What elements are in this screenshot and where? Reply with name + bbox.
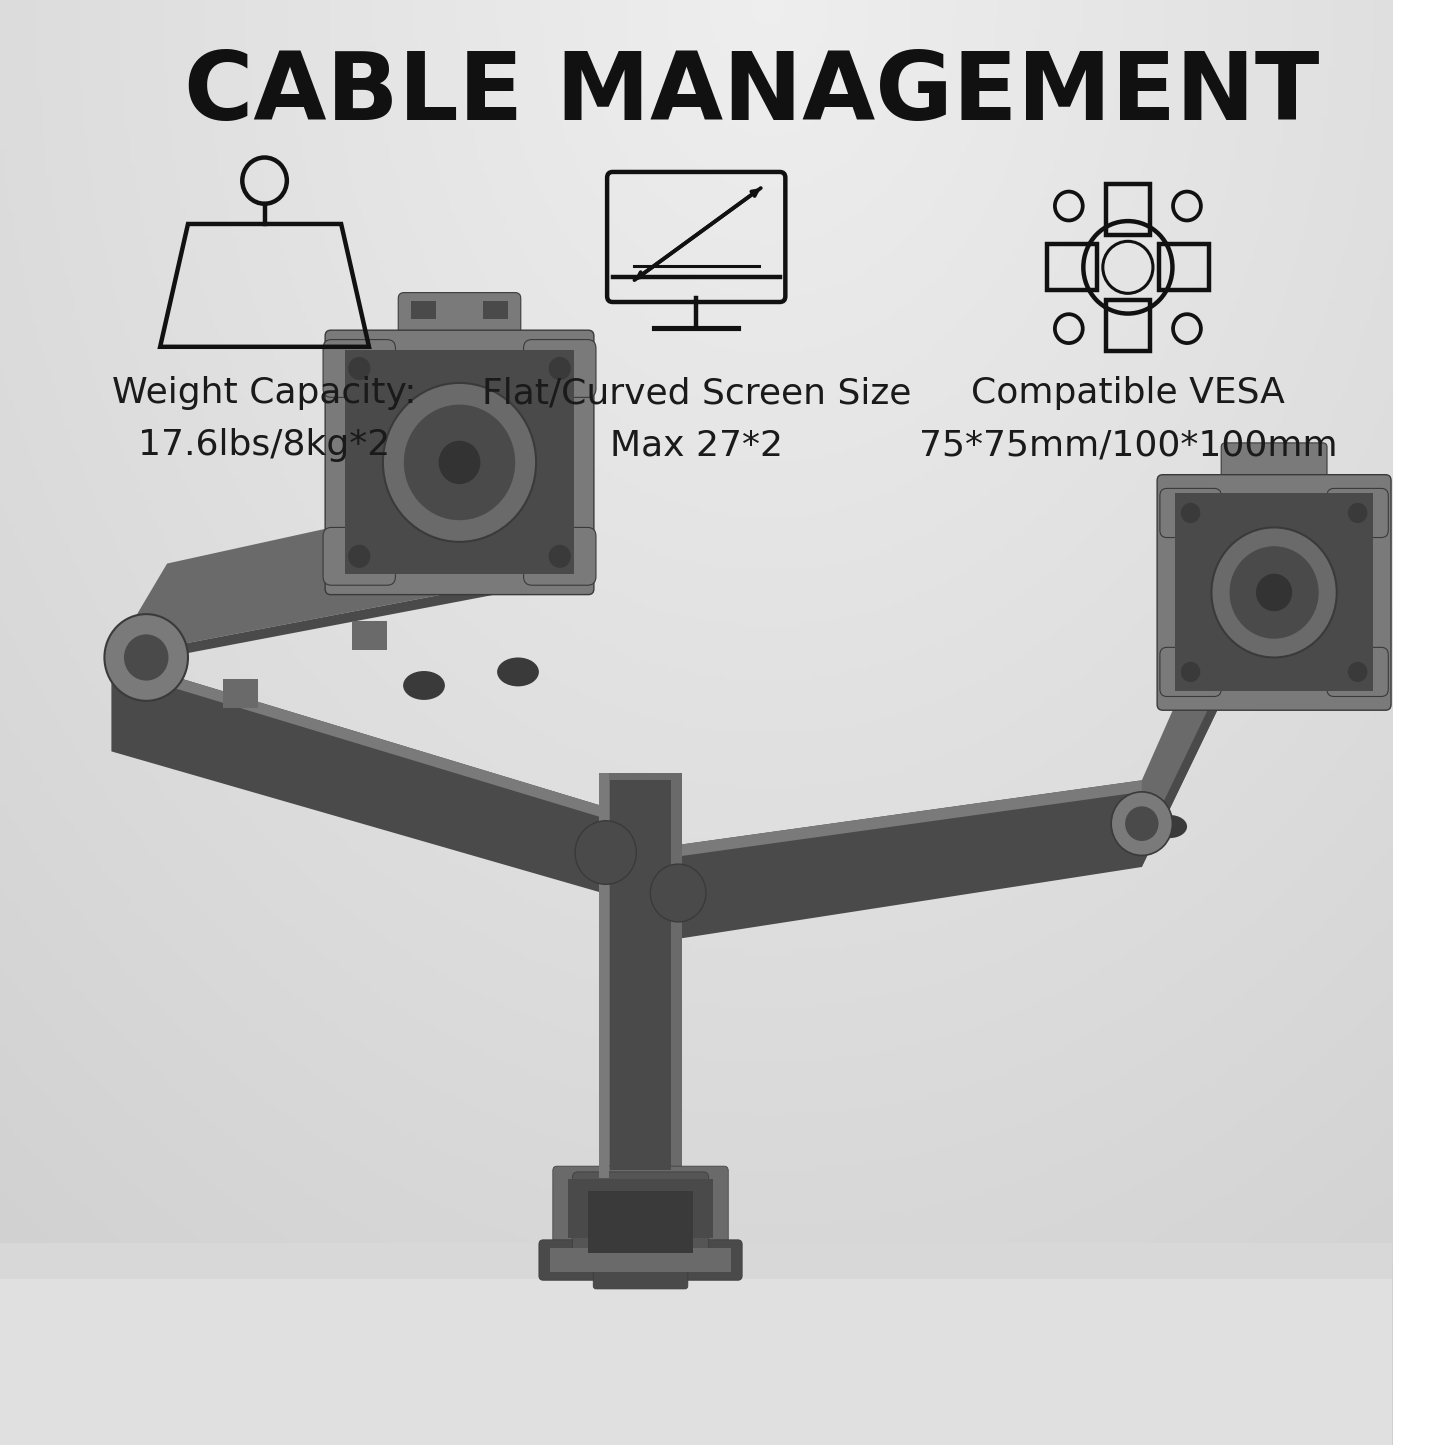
FancyBboxPatch shape: [1157, 474, 1392, 711]
Bar: [483, 302, 509, 319]
Circle shape: [549, 545, 571, 568]
Circle shape: [403, 405, 516, 520]
FancyBboxPatch shape: [399, 292, 520, 344]
FancyBboxPatch shape: [523, 340, 595, 397]
Circle shape: [650, 864, 707, 922]
Text: 75*75mm/100*100mm: 75*75mm/100*100mm: [919, 428, 1337, 462]
Bar: [410, 302, 436, 319]
Text: 17.6lbs/8kg*2: 17.6lbs/8kg*2: [139, 428, 390, 462]
Circle shape: [575, 821, 636, 884]
Circle shape: [1181, 662, 1201, 682]
Text: Flat/Curved Screen Size: Flat/Curved Screen Size: [481, 376, 910, 410]
Bar: [598, 773, 608, 1178]
Circle shape: [383, 383, 536, 542]
Bar: [223, 679, 259, 708]
FancyBboxPatch shape: [1327, 647, 1389, 696]
FancyBboxPatch shape: [1221, 444, 1327, 488]
Polygon shape: [1142, 607, 1218, 867]
FancyBboxPatch shape: [523, 527, 595, 585]
FancyBboxPatch shape: [539, 1240, 743, 1280]
FancyBboxPatch shape: [1160, 488, 1221, 538]
FancyBboxPatch shape: [324, 527, 396, 585]
Bar: [588, 1191, 694, 1253]
Circle shape: [1256, 574, 1292, 611]
Bar: [610, 780, 670, 1170]
Polygon shape: [111, 657, 613, 821]
Circle shape: [1111, 792, 1172, 855]
Text: CABLE MANAGEMENT: CABLE MANAGEMENT: [185, 48, 1319, 140]
Ellipse shape: [497, 657, 539, 686]
Polygon shape: [111, 484, 529, 657]
FancyBboxPatch shape: [572, 1172, 708, 1263]
Circle shape: [1211, 527, 1337, 657]
Ellipse shape: [1152, 815, 1188, 838]
Ellipse shape: [403, 670, 445, 699]
Circle shape: [1348, 662, 1367, 682]
Circle shape: [348, 545, 370, 568]
Polygon shape: [675, 780, 1142, 857]
Bar: [1175, 494, 1373, 692]
FancyBboxPatch shape: [1327, 488, 1389, 538]
Circle shape: [1126, 806, 1159, 841]
FancyBboxPatch shape: [325, 329, 594, 595]
Bar: [0, 1250, 1393, 1445]
Polygon shape: [111, 657, 613, 896]
Circle shape: [1181, 503, 1201, 523]
FancyBboxPatch shape: [594, 1247, 688, 1289]
Circle shape: [104, 614, 188, 701]
Bar: [351, 621, 387, 650]
Bar: [551, 1248, 731, 1272]
Circle shape: [439, 441, 480, 484]
Circle shape: [1230, 546, 1319, 639]
Circle shape: [348, 357, 370, 380]
Circle shape: [124, 634, 169, 681]
Text: Max 27*2: Max 27*2: [610, 428, 783, 462]
FancyBboxPatch shape: [553, 1166, 728, 1254]
Text: Weight Capacity:: Weight Capacity:: [113, 376, 416, 410]
Polygon shape: [1131, 708, 1218, 867]
Bar: [568, 1179, 712, 1238]
FancyBboxPatch shape: [1160, 647, 1221, 696]
Polygon shape: [675, 780, 1142, 939]
FancyBboxPatch shape: [324, 340, 396, 397]
Polygon shape: [111, 578, 529, 668]
Circle shape: [1348, 503, 1367, 523]
Circle shape: [549, 357, 571, 380]
Bar: [345, 350, 575, 574]
Bar: [598, 773, 682, 1178]
Bar: [0, 1243, 1393, 1279]
Text: Compatible VESA: Compatible VESA: [971, 376, 1285, 410]
